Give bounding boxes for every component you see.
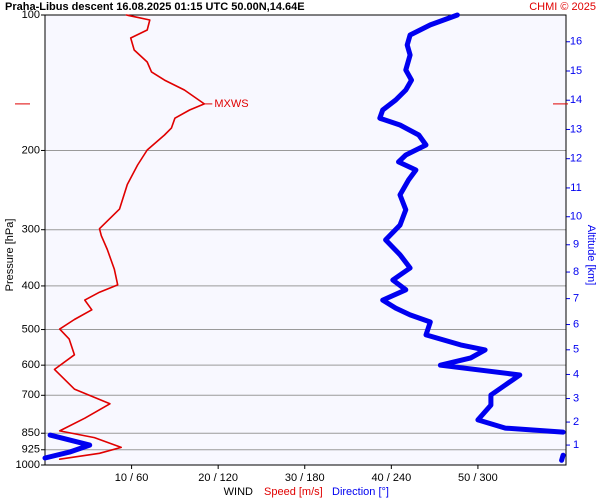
y2-tick-label: 11 xyxy=(570,182,581,194)
y2-tick-label: 6 xyxy=(573,318,579,330)
x-axis-title: WIND xyxy=(224,486,253,498)
y-tick-label: 400 xyxy=(22,280,40,292)
x-tick-label: 50 / 300 xyxy=(458,472,498,484)
legend-speed: Speed [m/s] xyxy=(264,486,323,498)
plot-frame xyxy=(44,14,567,466)
y-tick-label: 200 xyxy=(22,144,40,156)
y2-tick-label: 10 xyxy=(570,211,582,223)
y2-tick-label: 16 xyxy=(570,36,582,48)
plot-background xyxy=(45,15,566,465)
x-tick-label: 40 / 240 xyxy=(371,472,411,484)
y2-axis-title: Altitude [km] xyxy=(585,225,597,286)
y-tick-label: 100 xyxy=(22,9,40,21)
profile-line xyxy=(53,14,206,460)
credit: CHMI © 2025 xyxy=(529,1,596,13)
y2-tick-label: 15 xyxy=(570,65,582,77)
y-tick-label: 500 xyxy=(22,323,40,335)
x-tick-label: 30 / 180 xyxy=(285,472,325,484)
profile-line xyxy=(42,12,566,463)
y-axis-title: Pressure [hPa] xyxy=(4,219,16,292)
y-tick-label: 1000 xyxy=(16,459,40,471)
y2-tick-label: 5 xyxy=(573,344,579,356)
y2-tick-label: 8 xyxy=(573,266,579,278)
y2-tick-label: 9 xyxy=(573,239,579,251)
y-tick-label: 600 xyxy=(22,359,40,371)
y2-tick-label: 3 xyxy=(573,392,579,404)
y2-tick-label: 12 xyxy=(570,153,582,165)
y2-tick-label: 1 xyxy=(573,439,579,451)
y2-tick-label: 14 xyxy=(570,94,582,106)
y-tick-label: 925 xyxy=(22,444,40,456)
y-tick-label: 850 xyxy=(22,427,40,439)
y2-tick-label: 2 xyxy=(573,416,579,428)
y2-tick-label: 7 xyxy=(573,293,579,305)
mxws-label: MXWS xyxy=(214,98,248,110)
x-tick-label: 20 / 120 xyxy=(198,472,238,484)
y-tick-label: 300 xyxy=(22,224,40,236)
y-tick-label: 700 xyxy=(22,389,40,401)
y2-tick-label: 4 xyxy=(573,368,579,380)
x-tick-label: 10 / 60 xyxy=(115,472,149,484)
y2-tick-label: 13 xyxy=(570,123,582,135)
chart-title: Praha-Libus descent 16.08.2025 01:15 UTC… xyxy=(5,1,305,13)
legend-direction: Direction [°] xyxy=(332,486,389,498)
